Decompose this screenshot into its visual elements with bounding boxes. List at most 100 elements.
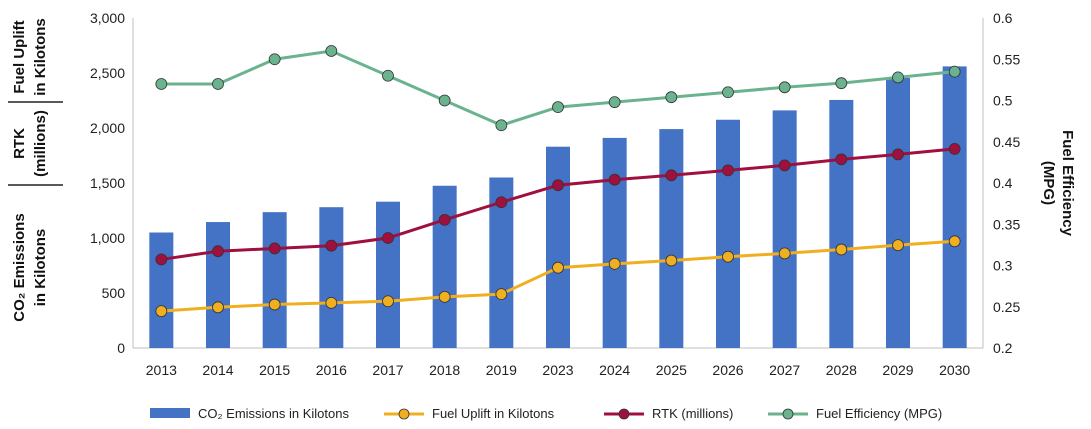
series-point (665, 91, 678, 104)
bar (716, 119, 740, 348)
legend-label: Fuel Efficiency (MPG) (816, 406, 942, 421)
series-point (892, 239, 904, 252)
series-point (665, 254, 678, 267)
series-point (325, 45, 338, 57)
x-tick-label: 2027 (769, 362, 800, 378)
bar (262, 212, 287, 348)
series-point (722, 86, 734, 99)
x-tick-label: 2028 (826, 362, 857, 378)
x-tick-label: 2025 (656, 362, 687, 378)
series-point (268, 53, 281, 66)
series-point (778, 159, 791, 172)
right-tick-label: 0.3 (993, 258, 1013, 274)
legend-label: Fuel Uplift in Kilotons (432, 406, 555, 421)
right-tick-label: 0.2 (993, 340, 1013, 356)
series-point (608, 257, 621, 270)
bar (376, 201, 400, 348)
series-point (382, 69, 394, 82)
series-point (325, 239, 338, 252)
left-tick-label: 2,500 (90, 65, 125, 81)
bar (829, 99, 854, 348)
series-point (948, 65, 961, 78)
legend-marker (782, 408, 794, 420)
x-tick-label: 2015 (259, 362, 290, 378)
series-point (835, 153, 848, 166)
left-tick-label: 1,500 (90, 175, 125, 191)
series-point (155, 305, 168, 318)
series-point (268, 298, 281, 311)
bar (659, 129, 684, 348)
x-tick-label: 2019 (486, 362, 517, 378)
right-tick-label: 0.45 (993, 134, 1020, 150)
x-tick-label: 2014 (202, 362, 233, 378)
bar (319, 207, 344, 348)
left-axis-label: Fuel Uplift (11, 20, 28, 93)
left-tick-label: 0 (117, 340, 125, 356)
bar (432, 185, 457, 348)
right-tick-label: 0.55 (993, 51, 1020, 67)
series-point (212, 78, 224, 90)
series-point (665, 169, 678, 182)
series-point (835, 243, 848, 256)
series-point (268, 242, 281, 255)
series-point (155, 78, 168, 90)
x-tick-label: 2029 (882, 362, 913, 378)
series-point (495, 288, 508, 301)
left-axis-label: CO₂ Emissions (11, 213, 28, 321)
right-axis-title: (MPG) (1040, 161, 1057, 205)
series-point (438, 290, 451, 303)
series-point (495, 196, 508, 209)
series-point (212, 245, 224, 258)
series-point (778, 81, 791, 94)
legend-marker (398, 408, 410, 420)
right-axis-title: Fuel Efficiency (1059, 130, 1076, 237)
series-point (495, 119, 508, 132)
left-axis-label: in Kilotons (32, 229, 49, 307)
bar (206, 222, 230, 348)
x-tick-label: 2016 (316, 362, 347, 378)
left-axis-label: in Kilotons (32, 18, 49, 96)
bar (772, 110, 797, 349)
x-tick-label: 2013 (146, 362, 177, 378)
left-axis-label: RTK (11, 128, 28, 159)
series-point (212, 301, 224, 314)
series-point (382, 295, 394, 308)
legend-label: CO₂ Emissions in Kilotons (198, 406, 349, 421)
legend-swatch (150, 408, 190, 418)
left-tick-label: 2,000 (90, 120, 125, 136)
x-tick-label: 2017 (372, 362, 403, 378)
series-point (948, 142, 961, 155)
legend-marker (618, 408, 630, 420)
bar (546, 146, 570, 348)
series-point (552, 261, 564, 274)
bar (942, 66, 967, 349)
x-tick-label: 2023 (542, 362, 573, 378)
series-point (778, 247, 791, 260)
series-point (438, 94, 451, 107)
series-point (948, 235, 961, 248)
series-point (892, 148, 904, 161)
x-tick-label: 2026 (712, 362, 743, 378)
x-tick-label: 2018 (429, 362, 460, 378)
left-tick-label: 3,000 (90, 10, 125, 26)
x-tick-label: 2030 (939, 362, 970, 378)
series-point (155, 253, 168, 266)
right-tick-label: 0.5 (993, 93, 1013, 109)
left-tick-label: 1,000 (90, 230, 125, 246)
x-tick-label: 2024 (599, 362, 630, 378)
legend-label: RTK (millions) (652, 406, 733, 421)
series-point (722, 250, 734, 263)
bar (602, 137, 627, 348)
series-point (552, 101, 564, 113)
right-tick-label: 0.4 (993, 175, 1013, 191)
series-point (892, 71, 904, 84)
bar (149, 232, 174, 348)
series-point (835, 77, 848, 90)
series-point (608, 96, 621, 109)
series-point (552, 179, 564, 192)
series-point (608, 173, 621, 186)
series-point (382, 232, 394, 244)
right-tick-label: 0.35 (993, 216, 1020, 232)
